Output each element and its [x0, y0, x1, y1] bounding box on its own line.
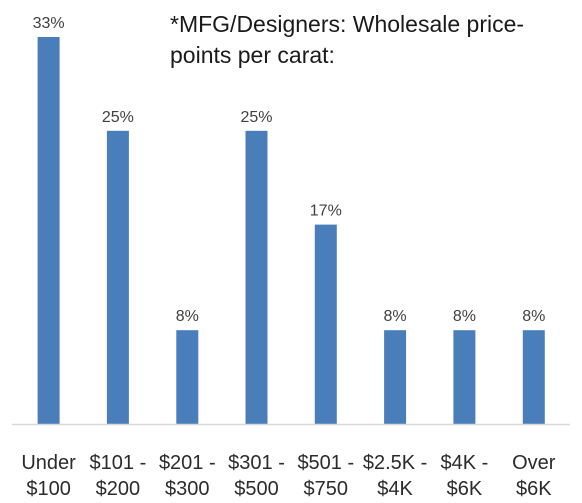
tick-label-2-line-1: $201 -: [159, 452, 216, 474]
tick-label-0-line-1: Under: [21, 452, 76, 474]
bar-3: [245, 130, 268, 425]
bar-0: [37, 37, 60, 424]
bar-6: [453, 330, 476, 424]
bar-4: [314, 224, 337, 424]
chart-title: *MFG/Designers: Wholesale price-points p…: [170, 11, 524, 68]
data-label-5: 8%: [384, 308, 407, 325]
tick-label-2-line-2: $300: [165, 478, 210, 500]
bars: [37, 37, 545, 425]
data-labels: 33% 25% 8% 25% 17% 8% 8% 8%: [33, 15, 546, 325]
bar-7: [522, 330, 545, 424]
tick-label-3-line-2: $500: [234, 478, 279, 500]
tick-label-6-line-2: $6K: [447, 478, 483, 500]
chart-title-line-1: *MFG/Designers: Wholesale price-: [170, 11, 524, 37]
tick-label-1-line-2: $200: [96, 478, 141, 500]
data-label-4: 17%: [310, 203, 342, 220]
tick-label-7-line-1: Over: [512, 452, 556, 474]
chart-title-line-2: points per carat:: [170, 42, 335, 68]
tick-label-5-line-1: $2.5K -: [363, 452, 427, 474]
tick-label-5-line-2: $4K: [377, 478, 413, 500]
data-label-6: 8%: [453, 308, 476, 325]
bar-5: [384, 330, 407, 424]
tick-label-6-line-1: $4K -: [440, 452, 488, 474]
data-label-2: 8%: [176, 308, 199, 325]
data-label-1: 25%: [102, 109, 134, 126]
tick-label-4-line-1: $501 -: [297, 452, 354, 474]
data-label-7: 8%: [522, 308, 545, 325]
tick-label-1-line-1: $101 -: [90, 452, 147, 474]
data-label-3: 25%: [240, 109, 272, 126]
x-axis-tick-labels: Under $100 $101 - $200 $201 - $300 $301 - $500 $…: [21, 452, 555, 500]
tick-label-7-line-2: $6K: [516, 478, 552, 500]
tick-label-0-line-2: $100: [26, 478, 71, 500]
tick-label-3-line-1: $301 -: [228, 452, 285, 474]
data-label-0: 33%: [33, 15, 65, 32]
tick-label-4-line-2: $750: [304, 478, 349, 500]
bar-2: [176, 330, 199, 424]
bar-1: [106, 130, 129, 425]
